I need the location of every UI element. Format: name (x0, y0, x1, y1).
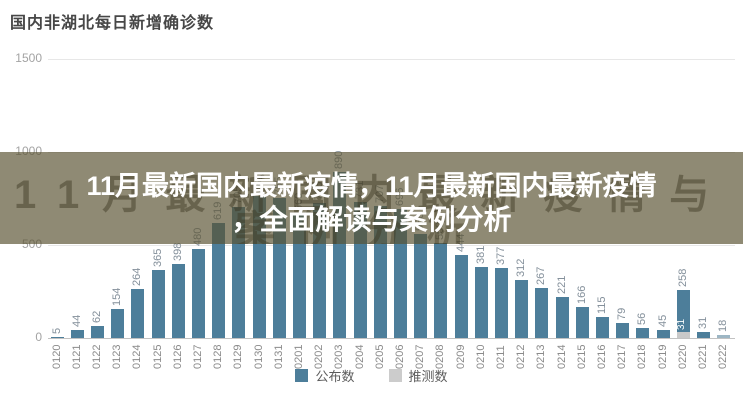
bar-value-label-0125: 365 (151, 248, 164, 267)
bar-0210[interactable] (474, 267, 488, 338)
headline-line1: 11月最新国内最新疫情，11月最新国内最新疫情 (86, 171, 657, 201)
bar-0219[interactable] (656, 330, 670, 338)
bar-value-label-0213: 267 (535, 266, 548, 285)
legend-label-announced: 公布数 (315, 369, 355, 384)
bar-0213[interactable] (535, 288, 549, 338)
bar-0211[interactable] (494, 268, 508, 338)
inferred-segment-label: 31 (675, 318, 687, 330)
bar-0215[interactable] (575, 307, 589, 338)
bar-0126[interactable] (171, 264, 185, 338)
bar-0217[interactable] (616, 323, 630, 338)
gridline-y0 (48, 338, 735, 339)
bar-value-label-0212: 312 (515, 258, 528, 277)
watermark-text-line1: 11月最新国内最新疫情与 (14, 173, 733, 217)
headline-overlay-banner: 11月最新国内最新疫情与 案例分析 11月最新国内最新疫情，11月最新国内最新疫… (0, 152, 743, 244)
bar-0212[interactable] (515, 280, 529, 338)
bar-0214[interactable] (555, 297, 569, 338)
bar-value-label-0221: 31 (696, 316, 709, 329)
bar-0201[interactable] (292, 214, 306, 338)
chart-legend: 公布数 推测数 (0, 366, 743, 385)
gridline-y500 (48, 245, 735, 246)
bar-0218[interactable] (636, 328, 650, 338)
bar-0121[interactable] (70, 330, 84, 338)
bar-value-label-0217: 79 (616, 307, 629, 320)
watermark-text-line2: 案例分析 (235, 209, 491, 244)
headline-line2: ，全面解读与案例分析 (231, 204, 512, 235)
bar-0207[interactable] (414, 234, 428, 338)
bar-value-label-0211: 377 (494, 246, 507, 265)
legend-label-inferred: 推测数 (408, 369, 448, 384)
gridline-y1500 (48, 59, 735, 60)
bar-0124[interactable] (131, 289, 145, 338)
legend-item-announced: 公布数 (295, 366, 355, 385)
bar-value-label-0126: 398 (171, 242, 184, 261)
y-axis-tick-label: 1500 (15, 51, 42, 65)
bar-value-label-0218: 56 (636, 312, 649, 325)
inferred-color-swatch (388, 369, 402, 382)
bar-0216[interactable] (595, 317, 609, 338)
chart-title: 国内非湖北每日新增确诊数 (10, 15, 215, 32)
legend-item-inferred: 推测数 (388, 366, 448, 385)
bar-value-label-0124: 264 (131, 267, 144, 286)
bar-0123[interactable] (111, 309, 125, 338)
y-axis-tick-label: 0 (35, 330, 42, 344)
bar-value-label-0215: 166 (575, 285, 588, 304)
bar-value-label-0120: 5 (50, 327, 63, 334)
bar-0120[interactable] (50, 337, 64, 338)
bar-value-label-0214: 221 (555, 275, 568, 294)
announced-color-swatch (295, 369, 309, 382)
bar-0208[interactable] (434, 243, 448, 338)
bar-value-label-0210: 381 (474, 245, 487, 264)
bar-0125[interactable] (151, 270, 165, 338)
bar-value-label-0122: 62 (90, 310, 103, 323)
bar-value-label-0219: 45 (656, 314, 669, 327)
bar-0128[interactable] (212, 223, 226, 338)
bar-value-label-0222: 18 (717, 319, 730, 332)
bar-0122[interactable] (90, 326, 104, 338)
inferred-segment-0220 (676, 332, 690, 338)
bar-0220[interactable]: 31 (675, 290, 690, 338)
bar-0127[interactable] (191, 249, 205, 338)
bar-value-label-0220: 258 (676, 268, 689, 287)
bar-0209[interactable] (454, 255, 468, 338)
bar-value-label-0121: 44 (70, 314, 83, 327)
bar-value-label-0123: 154 (111, 287, 124, 306)
bar-0222[interactable] (717, 335, 731, 338)
bar-0221[interactable] (696, 332, 710, 338)
bar-value-label-0216: 115 (595, 296, 608, 314)
